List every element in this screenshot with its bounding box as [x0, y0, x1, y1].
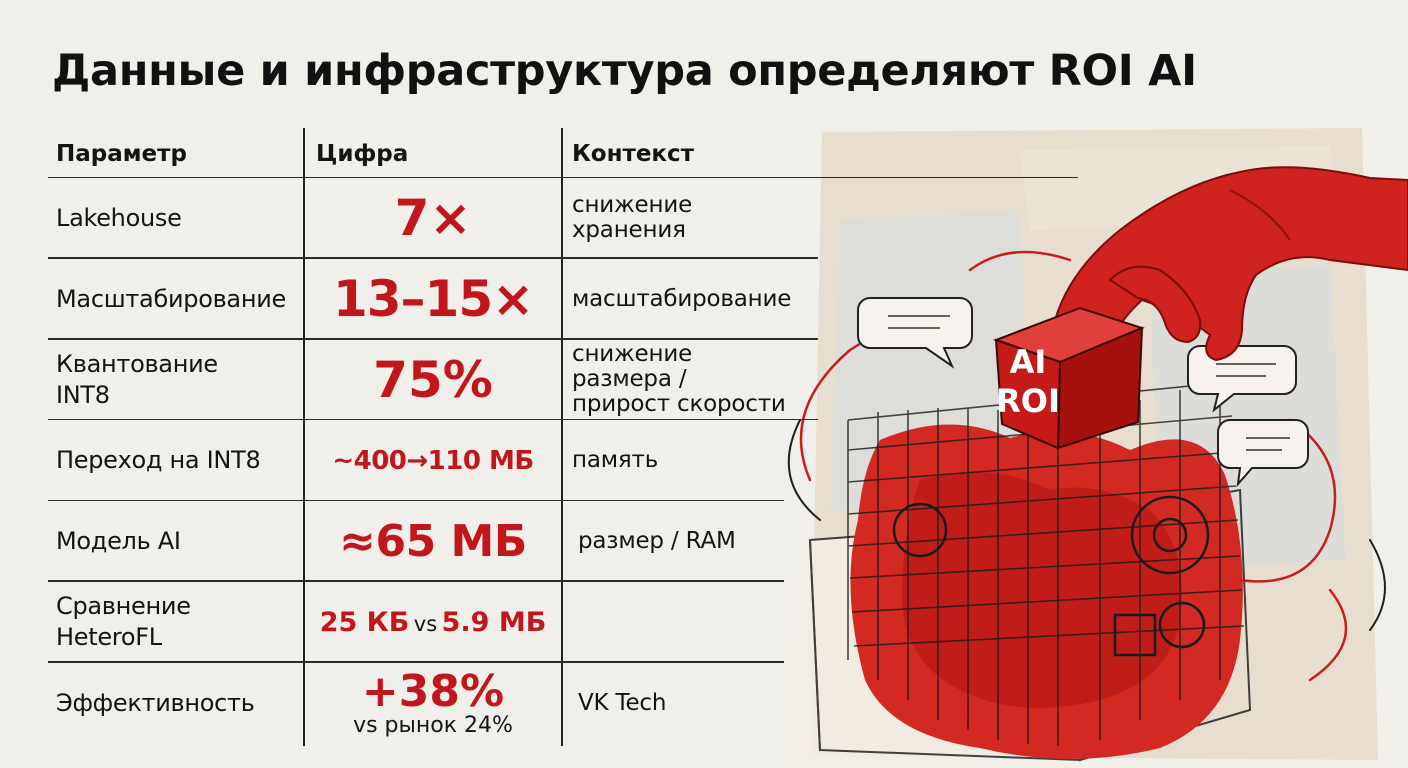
row-value-cell: 13–15×	[306, 259, 560, 340]
row-value-cell: ~400→110 МБ	[306, 420, 560, 501]
table-row: Lakehouse 7× снижение хранения	[48, 178, 818, 259]
row-value-cell: 25 КБ vs 5.9 МБ	[306, 582, 560, 663]
row-context: память	[572, 447, 659, 474]
row-context: снижение хранения	[572, 192, 693, 244]
page-title: Данные и инфраструктура определяют ROI A…	[52, 46, 1197, 96]
data-table: Параметр Цифра Контекст Lakehouse 7× сни…	[48, 130, 1078, 744]
ai-roi-cube: AI ROI	[993, 306, 1145, 450]
header-value-label: Цифра	[316, 141, 409, 167]
row-value-vs: vs	[413, 611, 438, 636]
row-value: +38%	[361, 666, 505, 718]
row-value: 7×	[394, 189, 472, 248]
row-value-cell: 7×	[306, 178, 560, 259]
row-value-b: 5.9 МБ	[441, 606, 547, 638]
column-divider-2	[561, 128, 563, 746]
row-context	[572, 582, 832, 663]
table-row: Эффективность +38% vs рынок 24% VK Tech	[48, 663, 818, 744]
row-value-cell: +38% vs рынок 24%	[306, 663, 560, 744]
header-parameter: Параметр	[56, 141, 187, 167]
ai-roi-illustration: AI ROI	[787, 128, 1408, 768]
row-param: Эффективность	[56, 688, 255, 717]
row-value: 13–15×	[332, 270, 534, 329]
row-param: Переход на INT8	[56, 446, 261, 475]
row-param: Lakehouse	[56, 203, 182, 232]
row-context: VK Tech	[578, 689, 667, 716]
row-param: Модель AI	[56, 527, 181, 556]
column-divider-1	[303, 128, 305, 746]
row-param: Сравнение HeteroFL	[56, 592, 191, 652]
row-value-a: 25 КБ	[319, 606, 410, 638]
row-value-sub: vs рынок 24%	[353, 713, 513, 739]
table-row: Масштабирование 13–15× масштабирование	[48, 259, 818, 340]
cube-label-ai: AI	[1010, 343, 1047, 381]
row-value-cell: ≈65 МБ	[306, 501, 560, 582]
table-header-row: Параметр Цифра Контекст	[48, 130, 1078, 178]
row-value-cell: 75%	[306, 340, 560, 421]
table-row: Модель AI ≈65 МБ размер / RAM	[48, 501, 818, 582]
table-row: Квантование INT8 75% снижение размера / …	[48, 340, 818, 421]
row-param: Масштабирование	[56, 284, 286, 313]
row-param: Квантование INT8	[56, 349, 218, 409]
table-row: Сравнение HeteroFL 25 КБ vs 5.9 МБ	[48, 582, 818, 663]
header-context: Контекст	[572, 141, 694, 167]
table-row: Переход на INT8 ~400→110 МБ память	[48, 420, 818, 502]
cube-label-roi: ROI	[996, 382, 1060, 420]
row-context: размер / RAM	[578, 528, 736, 555]
row-value: ~400→110 МБ	[332, 445, 534, 476]
row-context: снижение размера / прирост скорости	[572, 341, 786, 418]
row-value-compare: 25 КБ vs 5.9 МБ	[320, 607, 547, 638]
row-value: ≈65 МБ	[339, 516, 527, 568]
row-context: масштабирование	[572, 285, 792, 312]
header-value: Цифра	[306, 130, 570, 178]
row-value: 75%	[373, 350, 493, 409]
